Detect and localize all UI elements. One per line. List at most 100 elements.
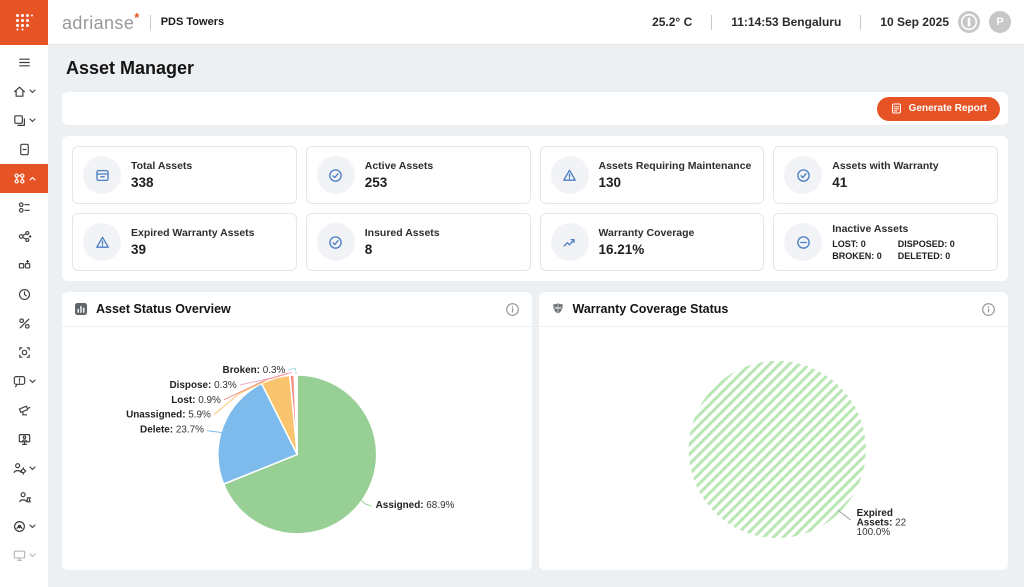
- chevron-down-icon: [29, 379, 36, 384]
- connect-icon: [14, 521, 25, 532]
- app-grid-button[interactable]: [0, 0, 48, 45]
- sidebar-item-asset-checklist[interactable]: [0, 193, 48, 222]
- toolbar: Generate Report: [62, 92, 1008, 125]
- trend-up-icon: [563, 238, 575, 247]
- pie-label-broken: Broken: 0.3%: [223, 365, 286, 376]
- sidebar-item-visitor-display[interactable]: [0, 425, 48, 454]
- warranty-coverage-chart-card: Warranty Coverage Status Expired Assets: …: [538, 292, 1009, 570]
- stat-value: 253: [364, 174, 388, 190]
- sidebar-item-cctv[interactable]: [0, 396, 48, 425]
- temperature-label: 25.2° C: [652, 15, 693, 29]
- asset-status-pie-chart[interactable]: Broken: 0.3% Dispose: 0.3% Lost: 0.9% Unass…: [62, 327, 532, 568]
- check-circle-icon: [796, 168, 810, 182]
- warranty-coverage-pie-chart[interactable]: Expired Assets: 22 100.0%: [539, 327, 1009, 568]
- chevron-down-icon: [29, 466, 36, 471]
- warning-triangle-icon: [95, 236, 109, 248]
- sidebar-item-asset-manager[interactable]: [0, 164, 48, 193]
- report-document-icon: [891, 103, 901, 114]
- label-leader-line: [213, 380, 266, 416]
- sidebar-nav: [0, 45, 48, 587]
- stat-card-warranty-coverage: Warranty Coverage 16.21%: [539, 213, 765, 271]
- feedback-icon: [13, 376, 26, 388]
- sidebar-item-user-settings[interactable]: [0, 454, 48, 483]
- stat-card-inactive-assets: Inactive Assets LOST: 0 DISPOSED: 0 BROKEN:…: [773, 213, 998, 271]
- theme-toggle-button[interactable]: [958, 11, 980, 33]
- bar-chart-icon: [75, 303, 87, 315]
- sidebar-item-face-recognition[interactable]: [0, 338, 48, 367]
- stat-card-assets-requiring-maintenance: Assets Requiring Maintenance 130: [539, 146, 765, 204]
- pie-slice-broken[interactable]: [294, 374, 298, 455]
- app-grid-icon: [16, 14, 33, 31]
- chart-title: Warranty Coverage Status: [572, 302, 729, 316]
- date-label: 10 Sep 2025: [880, 15, 949, 29]
- pie-label-expired-assets: Expired Assets: 22 100.0%: [856, 508, 906, 538]
- sidebar-item-kiosk[interactable]: [0, 135, 48, 164]
- label-leader-line: [223, 372, 289, 401]
- sidebar-item-menu-toggle[interactable]: [0, 48, 48, 77]
- generate-report-button[interactable]: Generate Report: [876, 96, 1000, 121]
- pie-slice-delete[interactable]: [217, 382, 299, 486]
- archive-box-icon: [95, 169, 109, 181]
- pie-slice-assigned[interactable]: [222, 374, 378, 535]
- user-badge-icon: [18, 492, 31, 503]
- display-icon: [13, 550, 26, 561]
- profile-avatar[interactable]: P: [989, 11, 1011, 33]
- stat-value: 130: [598, 174, 622, 190]
- stat-label: Active Assets: [364, 160, 434, 173]
- chevron-down-icon: [29, 553, 36, 558]
- divider: [149, 14, 151, 30]
- home-icon: [14, 86, 25, 97]
- page-title: Asset Manager: [66, 58, 195, 78]
- sidebar-item-display-settings[interactable]: [0, 541, 48, 570]
- stat-icon-circle: [83, 223, 121, 261]
- sidebar-item-maintenance[interactable]: [0, 309, 48, 338]
- label-leader-line: [355, 495, 372, 507]
- pie-label-dispose: Dispose: 0.3%: [170, 380, 237, 391]
- chevron-down-icon: [29, 524, 36, 529]
- breakdown-item: DELETED: 0: [897, 250, 951, 261]
- stat-breakdown: LOST: 0 DISPOSED: 0 BROKEN: 0 DELETED: 0: [832, 239, 955, 261]
- monitor-user-icon: [18, 434, 30, 445]
- sidebar-item-asset-assign[interactable]: [0, 222, 48, 251]
- checklist-icon: [18, 202, 30, 213]
- breakdown-item: DISPOSED: 0: [897, 238, 955, 249]
- sidebar-item-feedback[interactable]: [0, 367, 48, 396]
- warning-triangle-icon: [563, 169, 576, 181]
- stat-label: Warranty Coverage: [598, 227, 695, 240]
- face-scan-icon: [18, 347, 30, 358]
- charts-row: Asset Status Overview Broken: 0.3% Dispos…: [62, 292, 1008, 570]
- stat-icon-circle: [784, 156, 823, 194]
- divider: [860, 14, 862, 30]
- chevron-up-icon: [29, 176, 36, 181]
- stat-icon-circle: [316, 156, 355, 194]
- brand-logo: adrianse*: [62, 10, 140, 33]
- stat-value: 16.21%: [598, 241, 645, 257]
- sidebar-item-spaces[interactable]: [0, 106, 48, 135]
- sidebar-item-asset-groups[interactable]: [0, 251, 48, 280]
- stat-label: Assets Requiring Maintenance: [598, 160, 752, 173]
- pie-slice-expired-assets[interactable]: [686, 359, 867, 540]
- check-circle-icon: [329, 168, 343, 182]
- sidebar-item-history[interactable]: [0, 280, 48, 309]
- hamburger-icon: [18, 58, 30, 67]
- info-icon[interactable]: [505, 302, 520, 317]
- stat-card-active-assets: Active Assets 253: [305, 146, 531, 204]
- asset-status-chart-card: Asset Status Overview Broken: 0.3% Dispos…: [62, 292, 532, 570]
- chevron-down-icon: [29, 89, 36, 94]
- pie-label-lost: Lost: 0.9%: [171, 395, 221, 406]
- label-leader-line: [836, 509, 851, 521]
- label-leader-line: [288, 367, 297, 375]
- sidebar-item-user-roles[interactable]: [0, 483, 48, 512]
- sidebar-item-integrations[interactable]: [0, 512, 48, 541]
- sidebar-item-home[interactable]: [0, 77, 48, 106]
- main-content: Asset Manager Generate Report Total Asse…: [48, 45, 1024, 587]
- stat-icon-circle: [83, 156, 121, 194]
- stat-icon-circle: [784, 223, 823, 261]
- info-icon[interactable]: [981, 302, 996, 317]
- chart-title: Asset Status Overview: [96, 302, 231, 316]
- stat-value: 338: [131, 174, 154, 190]
- clock-icon: [18, 288, 30, 301]
- pie-label-unassigned: Unassigned: 5.9%: [126, 410, 211, 421]
- time-location-label: 11:14:53 Bengaluru: [731, 15, 842, 29]
- stat-value: 41: [832, 174, 848, 190]
